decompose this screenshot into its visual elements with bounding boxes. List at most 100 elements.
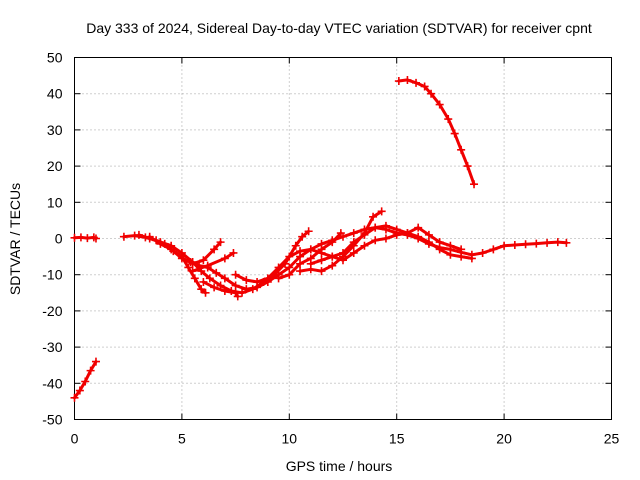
series-trace-5 xyxy=(145,232,210,297)
data-point xyxy=(328,261,337,270)
data-point xyxy=(201,288,210,297)
data-point xyxy=(435,245,444,254)
data-point xyxy=(210,245,219,254)
data-point xyxy=(253,277,262,286)
data-point xyxy=(229,248,238,257)
data-point xyxy=(220,254,229,263)
data-point xyxy=(91,234,100,243)
data-point xyxy=(91,357,100,366)
data-point xyxy=(317,267,326,276)
data-point xyxy=(420,82,429,91)
data-point xyxy=(296,247,305,256)
data-point xyxy=(369,212,378,221)
data-point xyxy=(197,285,206,294)
data-point xyxy=(205,274,214,283)
y-tick-label: 50 xyxy=(47,50,63,66)
data-point xyxy=(119,232,128,241)
x-tick-label: 25 xyxy=(604,431,620,447)
data-point xyxy=(562,238,571,247)
data-point xyxy=(216,238,225,247)
data-point xyxy=(444,115,453,124)
data-point xyxy=(203,261,212,270)
data-point xyxy=(233,292,242,301)
data-point xyxy=(199,277,208,286)
y-tick-label: 10 xyxy=(47,194,63,210)
data-point xyxy=(263,274,272,283)
y-tick-label: -20 xyxy=(42,303,62,319)
data-point xyxy=(403,229,412,238)
data-point xyxy=(317,245,326,254)
data-point xyxy=(156,239,165,248)
x-tick-label: 15 xyxy=(389,431,405,447)
data-point xyxy=(553,238,562,247)
data-point xyxy=(231,281,240,290)
data-point xyxy=(521,240,530,249)
data-point xyxy=(470,180,479,189)
data-point xyxy=(210,283,219,292)
data-point xyxy=(274,263,283,272)
data-point xyxy=(414,223,423,232)
data-point xyxy=(446,250,455,259)
data-point xyxy=(427,89,436,98)
data-point xyxy=(188,259,197,268)
data-point xyxy=(489,245,498,254)
series-trace-9 xyxy=(231,223,466,286)
data-point xyxy=(349,248,358,257)
y-tick-label: 40 xyxy=(47,86,63,102)
data-point xyxy=(392,225,401,234)
data-point xyxy=(424,238,433,247)
data-point xyxy=(360,230,369,239)
x-axis-label: GPS time / hours xyxy=(286,458,393,474)
x-tick-label: 0 xyxy=(71,431,79,447)
y-tick-label: -10 xyxy=(42,267,62,283)
data-point xyxy=(377,207,386,216)
data-point xyxy=(285,263,294,272)
data-point xyxy=(500,241,509,250)
data-point xyxy=(371,223,380,232)
y-axis-label: SDTVAR / TECUs xyxy=(7,183,23,295)
series-line xyxy=(234,226,463,284)
data-point xyxy=(70,393,79,402)
data-point xyxy=(212,268,221,277)
series-trace-13 xyxy=(394,75,479,189)
data-point xyxy=(457,245,466,254)
data-point xyxy=(296,267,305,276)
y-tick-label: -50 xyxy=(42,412,62,428)
series-trace-7 xyxy=(188,248,238,276)
data-point xyxy=(134,230,143,239)
data-point xyxy=(446,241,455,250)
data-point xyxy=(167,245,176,254)
data-point xyxy=(285,252,294,261)
data-point xyxy=(291,241,300,250)
data-point xyxy=(457,145,466,154)
y-tick-label: -40 xyxy=(42,375,62,391)
data-point xyxy=(450,129,459,138)
y-tick-label: -30 xyxy=(42,339,62,355)
data-point xyxy=(510,241,519,250)
y-tick-label: 20 xyxy=(47,158,63,174)
data-point xyxy=(424,230,433,239)
data-point xyxy=(177,252,186,261)
data-point xyxy=(381,234,390,243)
data-point xyxy=(435,100,444,109)
x-tick-label: 5 xyxy=(178,431,186,447)
series-trace-12 xyxy=(306,221,476,268)
data-point xyxy=(248,285,257,294)
y-tick-label: 30 xyxy=(47,122,63,138)
series-line xyxy=(397,78,476,186)
data-point xyxy=(220,286,229,295)
series-trace-6 xyxy=(188,238,225,268)
data-point xyxy=(478,248,487,257)
data-point xyxy=(349,238,358,247)
data-point xyxy=(403,75,412,84)
data-point xyxy=(328,252,337,261)
data-point xyxy=(75,386,84,395)
data-point xyxy=(543,238,552,247)
data-point xyxy=(298,232,307,241)
y-tick-label: 0 xyxy=(55,231,63,247)
data-point xyxy=(220,274,229,283)
data-point xyxy=(371,236,380,245)
data-point xyxy=(242,276,251,285)
data-point xyxy=(306,245,315,254)
